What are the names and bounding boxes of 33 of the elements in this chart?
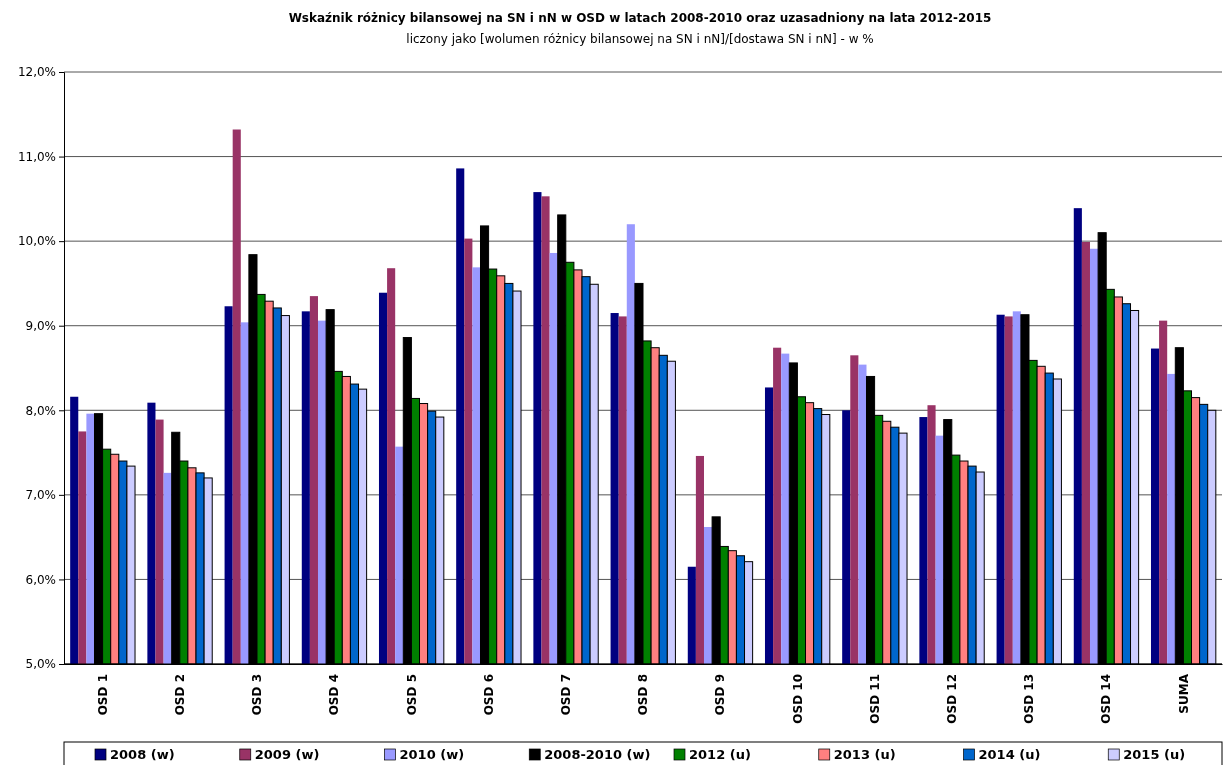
legend-label: 2009 (w) xyxy=(254,747,320,762)
legend-label: 2013 (u) xyxy=(833,747,896,762)
chart-title: Wskaźnik różnicy bilansowej na SN i nN w OSD w latach 2008-2010 oraz uzasadniony na lata 2012-2015 xyxy=(288,11,992,25)
legend-label: 2012 (u) xyxy=(689,747,751,762)
y-tick-label: 8,0% xyxy=(25,403,56,418)
y-tick-label: 12,0% xyxy=(17,65,56,80)
legend-label: 2010 (w) xyxy=(399,747,465,762)
y-tick-label: 11,0% xyxy=(17,149,56,164)
x-tick-label: SUMA xyxy=(1176,673,1191,714)
x-tick-label: OSD 14 xyxy=(1099,674,1114,724)
legend-label: 2015 (u) xyxy=(1123,747,1186,762)
y-tick-label: 5,0% xyxy=(25,657,56,672)
y-tick-label: 6,0% xyxy=(25,572,56,587)
y-tick-label: 7,0% xyxy=(25,488,56,503)
x-tick-label: OSD 8 xyxy=(636,674,651,716)
x-tick-label: OSD 4 xyxy=(327,674,342,716)
x-tick-label: OSD 11 xyxy=(867,674,882,724)
x-tick-label: OSD 5 xyxy=(404,674,419,716)
x-tick-label: OSD 2 xyxy=(173,674,187,716)
x-tick-label: OSD 13 xyxy=(1022,674,1037,724)
y-tick-label: 10,0% xyxy=(17,234,56,249)
legend-label: 2008 (w) xyxy=(110,747,175,762)
chart-subtitle: liczony jako [wolumen różnicy bilansowej na SN i nN]/[dostawa SN i nN] - w % xyxy=(406,32,874,46)
x-tick-label: OSD 3 xyxy=(250,674,265,716)
x-tick-label: OSD 12 xyxy=(945,674,959,724)
legend-label: 2008-2010 (w) xyxy=(544,747,651,762)
x-tick-label: OSD 7 xyxy=(559,674,573,716)
x-tick-label: OSD 6 xyxy=(481,674,496,716)
x-tick-label: OSD 10 xyxy=(790,674,805,724)
legend-label: 2014 (u) xyxy=(978,747,1041,762)
x-tick-label: OSD 1 xyxy=(95,674,110,716)
y-tick-label: 9,0% xyxy=(25,319,56,334)
x-tick-label: OSD 9 xyxy=(713,674,728,716)
